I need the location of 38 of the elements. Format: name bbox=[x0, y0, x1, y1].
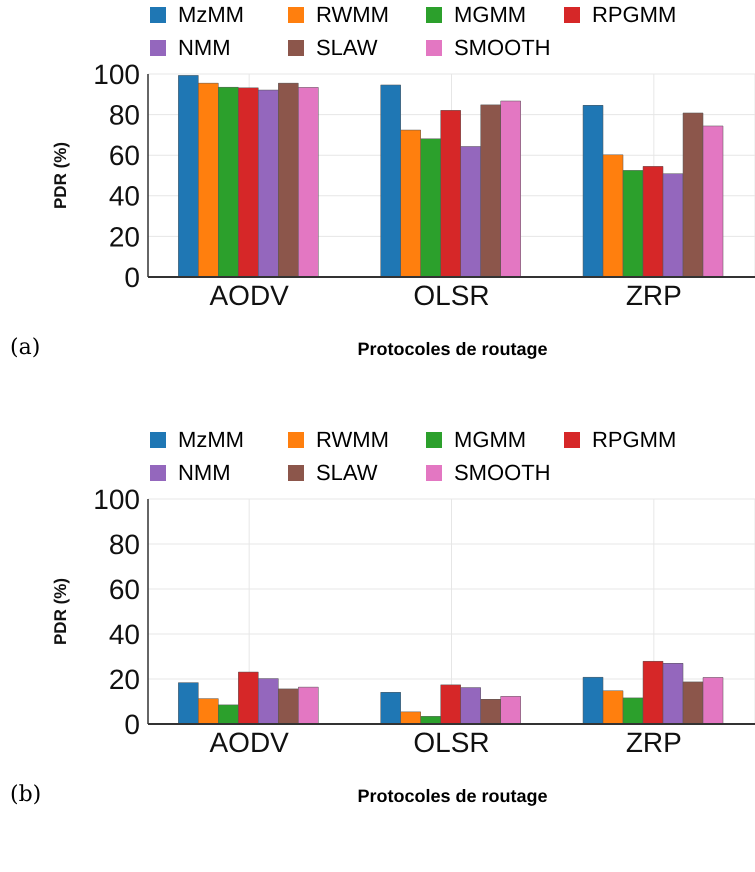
x-tick-label: ZRP bbox=[626, 280, 682, 311]
y-tick-label: 20 bbox=[108, 221, 140, 252]
x-axis-title: Protocoles de routage bbox=[356, 786, 549, 807]
legend-label: MzMM bbox=[178, 2, 244, 28]
x-tick-label: AODV bbox=[209, 726, 290, 758]
legend-label: RPGMM bbox=[592, 2, 676, 28]
x-tick-label: ZRP bbox=[626, 726, 682, 758]
x-tick-label: OLSR bbox=[413, 726, 490, 758]
legend-label: SMOOTH bbox=[454, 35, 551, 61]
y-tick-label: 80 bbox=[108, 528, 140, 560]
legend-label: SLAW bbox=[316, 35, 378, 61]
y-tick-label: 40 bbox=[108, 180, 140, 212]
y-tick-label: 100 bbox=[93, 484, 140, 515]
y-tick-label: 80 bbox=[108, 100, 140, 131]
legend-label: MzMM bbox=[178, 427, 244, 453]
legend-label: RPGMM bbox=[592, 427, 676, 453]
y-axis-title: PDR (%) bbox=[51, 142, 70, 210]
x-tick-label: AODV bbox=[209, 280, 290, 311]
y-tick-label: 40 bbox=[108, 618, 140, 650]
legend-label: SLAW bbox=[316, 460, 378, 486]
y-tick-label: 100 bbox=[93, 58, 140, 90]
text: (b) bbox=[10, 782, 42, 807]
y-tick-label: 60 bbox=[108, 140, 140, 172]
x-axis-title: Protocoles de routage bbox=[356, 339, 549, 360]
legend-label: RWMM bbox=[316, 427, 389, 453]
legend-label: MGMM bbox=[454, 2, 526, 28]
legend-label: MGMM bbox=[454, 427, 526, 453]
y-tick-label: 0 bbox=[124, 708, 140, 740]
y-tick-label: 20 bbox=[108, 664, 140, 695]
legend-label: RWMM bbox=[316, 2, 389, 28]
legend-label: SMOOTH bbox=[454, 460, 551, 486]
x-tick-label: OLSR bbox=[413, 280, 490, 311]
y-axis-title: PDR (%) bbox=[51, 578, 70, 646]
y-tick-label: 0 bbox=[124, 262, 140, 293]
y-tick-label: 60 bbox=[108, 574, 140, 605]
text: (a) bbox=[10, 335, 40, 360]
legend-label: NMM bbox=[178, 35, 231, 61]
legend-label: NMM bbox=[178, 460, 231, 486]
